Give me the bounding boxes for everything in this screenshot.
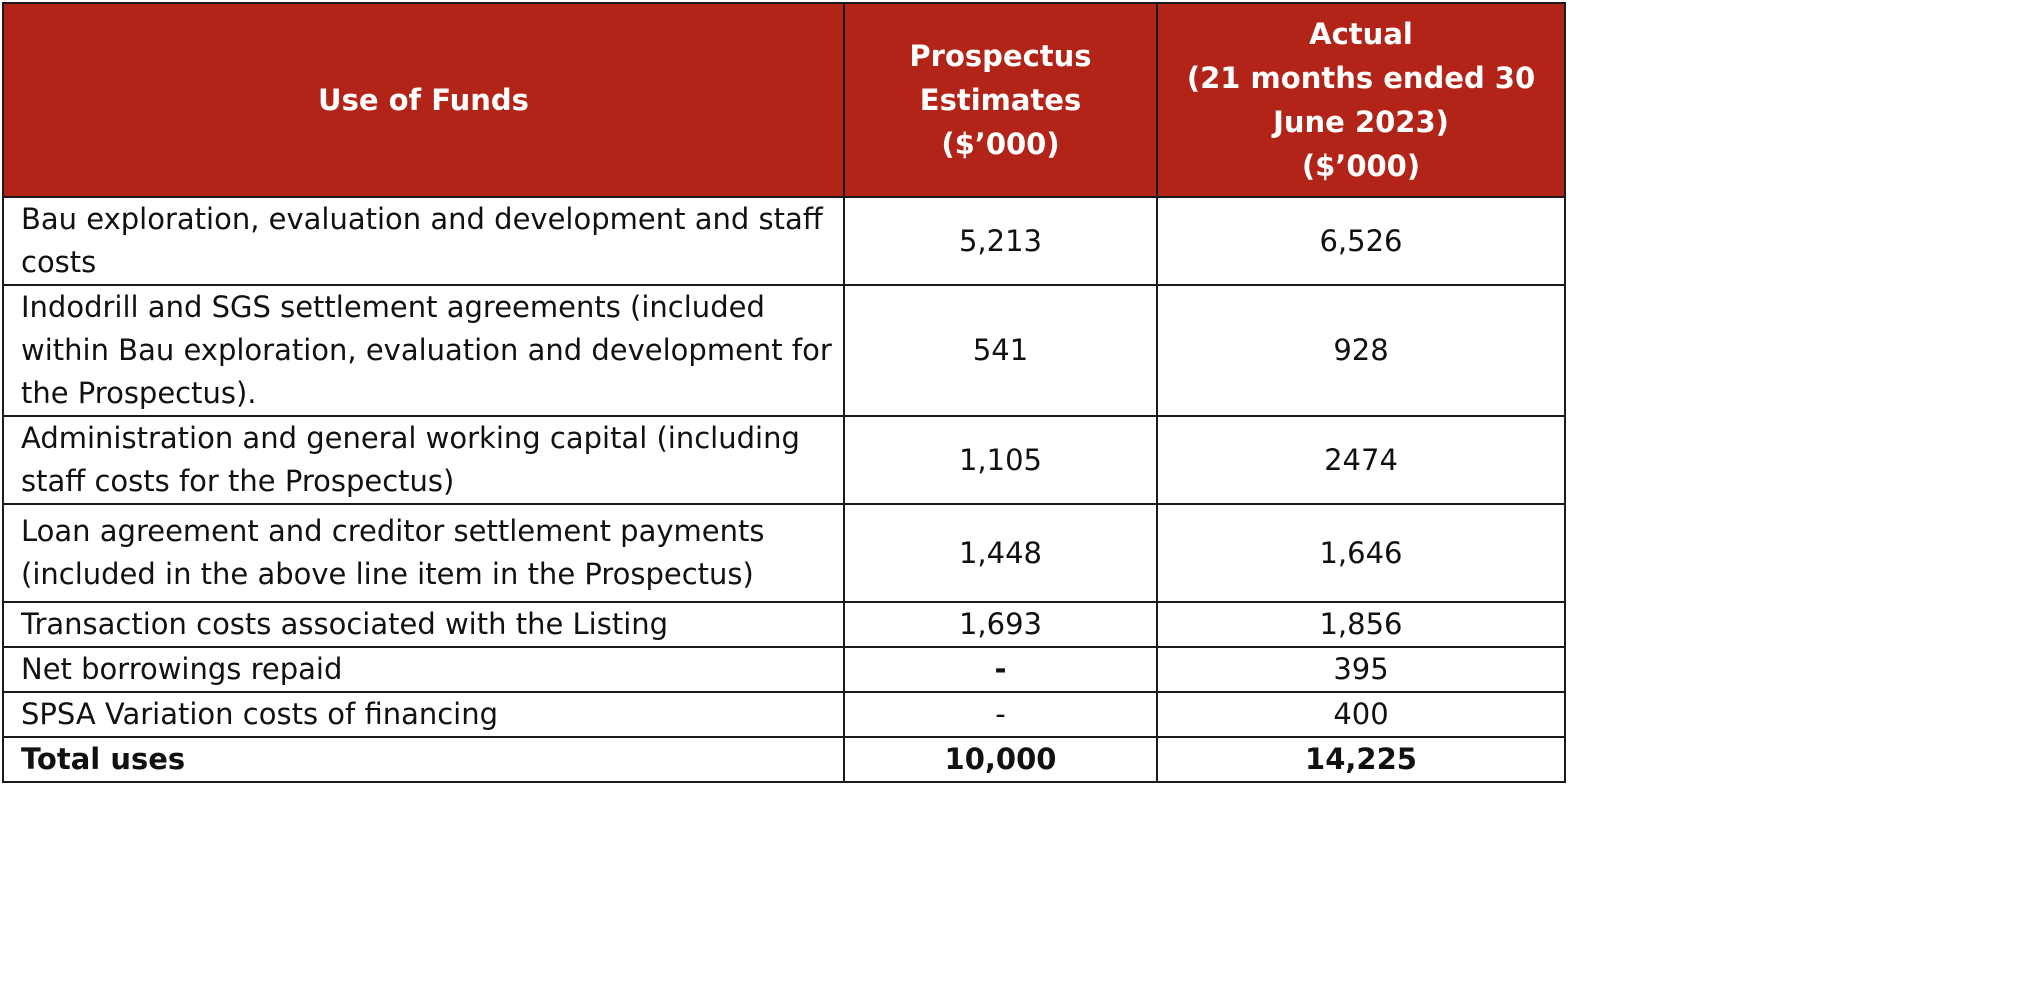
row-prospectus-value: 1,448 xyxy=(843,503,1158,603)
row-prospectus-value: - xyxy=(843,691,1158,738)
row-label: Indodrill and SGS settlement agreements … xyxy=(2,284,845,417)
table-row: Transaction costs associated with the Li… xyxy=(2,601,1566,648)
header-actual: Actual (21 months ended 30 June 2023) ($… xyxy=(1156,2,1566,198)
row-prospectus-value: 1,693 xyxy=(843,601,1158,648)
table-row: Administration and general working capit… xyxy=(2,415,1566,505)
total-row: Total uses 10,000 14,225 xyxy=(2,736,1566,783)
table-body: Bau exploration, evaluation and developm… xyxy=(2,196,1566,783)
row-actual-value: 6,526 xyxy=(1156,196,1566,286)
row-prospectus-value: 1,105 xyxy=(843,415,1158,505)
total-prospectus-value: 10,000 xyxy=(843,736,1158,783)
header-prospectus-estimates: Prospectus Estimates ($’000) xyxy=(843,2,1158,198)
table-row: Indodrill and SGS settlement agreements … xyxy=(2,284,1566,417)
header-row: Use of Funds Prospectus Estimates ($’000… xyxy=(2,2,1566,198)
use-of-funds-table: Use of Funds Prospectus Estimates ($’000… xyxy=(2,2,1566,783)
table-row: Net borrowings repaid - 395 xyxy=(2,646,1566,693)
row-actual-value: 395 xyxy=(1156,646,1566,693)
row-actual-value: 1,856 xyxy=(1156,601,1566,648)
header-use-of-funds: Use of Funds xyxy=(2,2,845,198)
row-actual-value: 2474 xyxy=(1156,415,1566,505)
row-label: Administration and general working capit… xyxy=(2,415,845,505)
table-row: Bau exploration, evaluation and developm… xyxy=(2,196,1566,286)
row-prospectus-value: 541 xyxy=(843,284,1158,417)
row-label: Net borrowings repaid xyxy=(2,646,845,693)
table-row: SPSA Variation costs of financing - 400 xyxy=(2,691,1566,738)
row-prospectus-value: 5,213 xyxy=(843,196,1158,286)
row-label: Loan agreement and creditor settlement p… xyxy=(2,503,845,603)
row-prospectus-value: - xyxy=(843,646,1158,693)
row-label: Bau exploration, evaluation and developm… xyxy=(2,196,845,286)
row-label: Transaction costs associated with the Li… xyxy=(2,601,845,648)
total-actual-value: 14,225 xyxy=(1156,736,1566,783)
table-row: Loan agreement and creditor settlement p… xyxy=(2,503,1566,603)
row-label: SPSA Variation costs of financing xyxy=(2,691,845,738)
row-actual-value: 928 xyxy=(1156,284,1566,417)
total-label: Total uses xyxy=(2,736,845,783)
row-actual-value: 400 xyxy=(1156,691,1566,738)
table-header: Use of Funds Prospectus Estimates ($’000… xyxy=(2,2,1566,198)
row-actual-value: 1,646 xyxy=(1156,503,1566,603)
